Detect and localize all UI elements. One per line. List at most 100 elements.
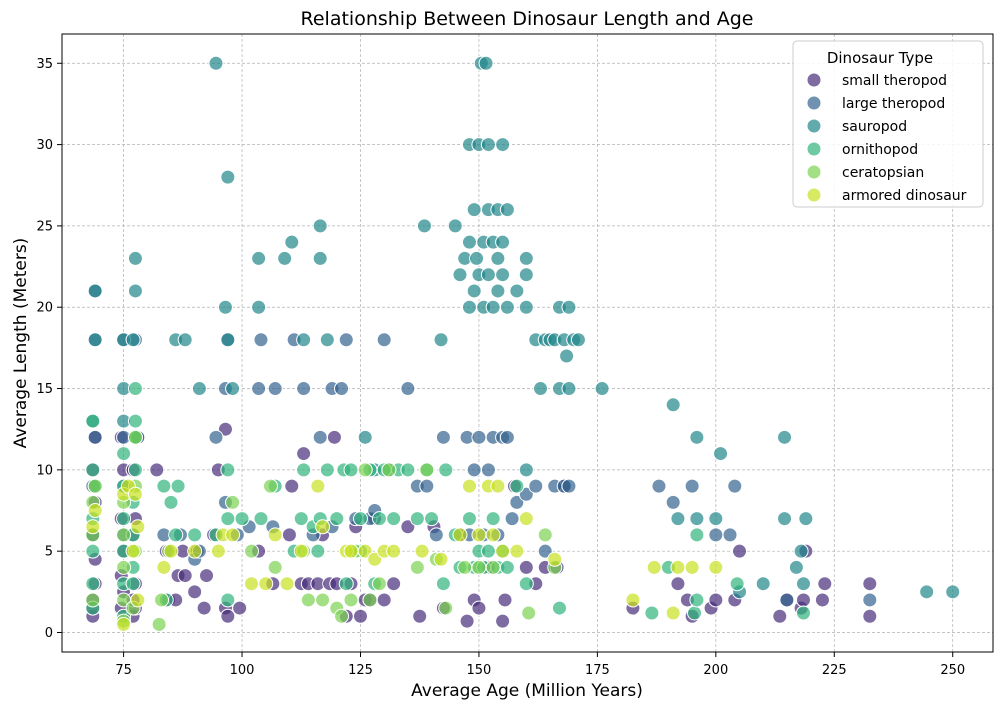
data-point-armored-dinosaur (267, 527, 283, 543)
data-point-sauropod (594, 381, 610, 397)
data-point-ceratopsian (371, 576, 387, 592)
data-point-ornithopod (343, 462, 359, 478)
plot-frame (61, 33, 994, 653)
data-point-ornithopod (319, 462, 335, 478)
data-point-sauropod (533, 381, 549, 397)
data-point-sauropod (225, 381, 241, 397)
data-point-ornithopod (168, 527, 184, 543)
chart-title: Relationship Between Dinosaur Length and… (301, 8, 754, 30)
data-point-large-theropod (376, 332, 392, 348)
data-point-ornithopod (689, 527, 705, 543)
data-point-ceratopsian (521, 605, 537, 621)
data-point-small-theropod (471, 600, 487, 616)
data-point-large-theropod (338, 332, 354, 348)
data-point-sauropod (217, 299, 233, 315)
data-point-large-theropod (684, 478, 700, 494)
data-point-sauropod (689, 429, 705, 445)
data-point-ceratopsian (87, 478, 103, 494)
data-point-armored-dinosaur (665, 605, 681, 621)
x-tick-label: 225 (822, 663, 847, 678)
data-point-ornithopod (509, 478, 525, 494)
data-point-large-theropod (665, 494, 681, 510)
data-point-small-theropod (386, 576, 402, 592)
data-point-armored-dinosaur (210, 543, 226, 559)
data-point-sauropod (798, 511, 814, 527)
data-point-large-theropod (779, 592, 795, 608)
data-point-armored-dinosaur (85, 519, 101, 535)
data-point-ornithopod (156, 478, 172, 494)
y-tick-label: 20 (36, 301, 53, 316)
legend-marker (806, 187, 822, 203)
data-point-armored-dinosaur (670, 559, 686, 575)
data-point-large-theropod (428, 527, 444, 543)
data-point-sauropod (357, 429, 373, 445)
data-point-ornithopod (644, 605, 660, 621)
data-point-large-theropod (267, 381, 283, 397)
data-point-sauropod (251, 299, 267, 315)
data-point-ceratopsian (362, 592, 378, 608)
data-point-small-theropod (732, 543, 748, 559)
y-axis-label: Average Length (Meters) (11, 238, 31, 449)
data-point-ceratopsian (438, 600, 454, 616)
data-point-ornithopod (687, 605, 703, 621)
data-point-small-theropod (281, 527, 297, 543)
data-point-ceratopsian (153, 592, 169, 608)
data-point-armored-dinosaur (490, 478, 506, 494)
legend: Dinosaur Type small theropod large therop… (792, 40, 984, 208)
data-point-small-theropod (199, 568, 215, 584)
data-point-small-theropod (400, 519, 416, 535)
y-tick-label: 5 (45, 545, 53, 560)
data-point-sauropod (499, 299, 515, 315)
data-point-small-theropod (376, 592, 392, 608)
x-tick-label: 150 (467, 663, 492, 678)
x-tick-label: 175 (585, 663, 610, 678)
data-point-sauropod (777, 511, 793, 527)
legend-marker (806, 118, 822, 134)
data-point-armored-dinosaur (547, 551, 563, 567)
data-point-armored-dinosaur (343, 543, 359, 559)
x-tick-label: 75 (115, 663, 132, 678)
legend-label: ornithopod (842, 142, 918, 158)
data-point-ornithopod (296, 462, 312, 478)
data-point-large-theropod (435, 429, 451, 445)
data-point-armored-dinosaur (471, 527, 487, 543)
data-point-ceratopsian (409, 559, 425, 575)
data-point-ornithopod (220, 462, 236, 478)
data-point-large-theropod (504, 511, 520, 527)
data-point-ornithopod (293, 511, 309, 527)
x-tick-label: 250 (940, 663, 965, 678)
data-point-sauropod (296, 332, 312, 348)
data-point-small-theropod (814, 592, 830, 608)
data-point-small-theropod (352, 608, 368, 624)
data-point-small-theropod (296, 446, 312, 462)
data-point-ornithopod (485, 511, 501, 527)
data-point-armored-dinosaur (495, 543, 511, 559)
data-point-small-theropod (497, 592, 513, 608)
data-point-sauropod (312, 250, 328, 266)
data-point-sauropod (945, 584, 961, 600)
data-point-armored-dinosaur (485, 527, 501, 543)
y-tick-label: 10 (36, 463, 53, 478)
data-point-small-theropod (459, 613, 475, 629)
data-point-ornithopod (127, 413, 143, 429)
data-point-sauropod (480, 267, 496, 283)
data-point-sauropod (191, 381, 207, 397)
legend-marker (806, 164, 822, 180)
data-point-large-theropod (334, 381, 350, 397)
data-point-armored-dinosaur (357, 543, 373, 559)
data-point-ceratopsian (300, 592, 316, 608)
data-point-sauropod (319, 332, 335, 348)
data-point-ceratopsian (471, 559, 487, 575)
data-point-small-theropod (284, 478, 300, 494)
data-point-sauropod (755, 576, 771, 592)
legend-label: armored dinosaur (842, 188, 967, 204)
data-point-small-theropod (817, 576, 833, 592)
data-point-armored-dinosaur (187, 543, 203, 559)
legend-label: ceratopsian (842, 165, 924, 181)
data-point-armored-dinosaur (125, 543, 141, 559)
data-point-large-theropod (727, 478, 743, 494)
data-points (85, 55, 961, 632)
y-tick-label: 25 (36, 219, 53, 234)
data-point-sauropod (478, 55, 494, 71)
data-point-sauropod (452, 267, 468, 283)
